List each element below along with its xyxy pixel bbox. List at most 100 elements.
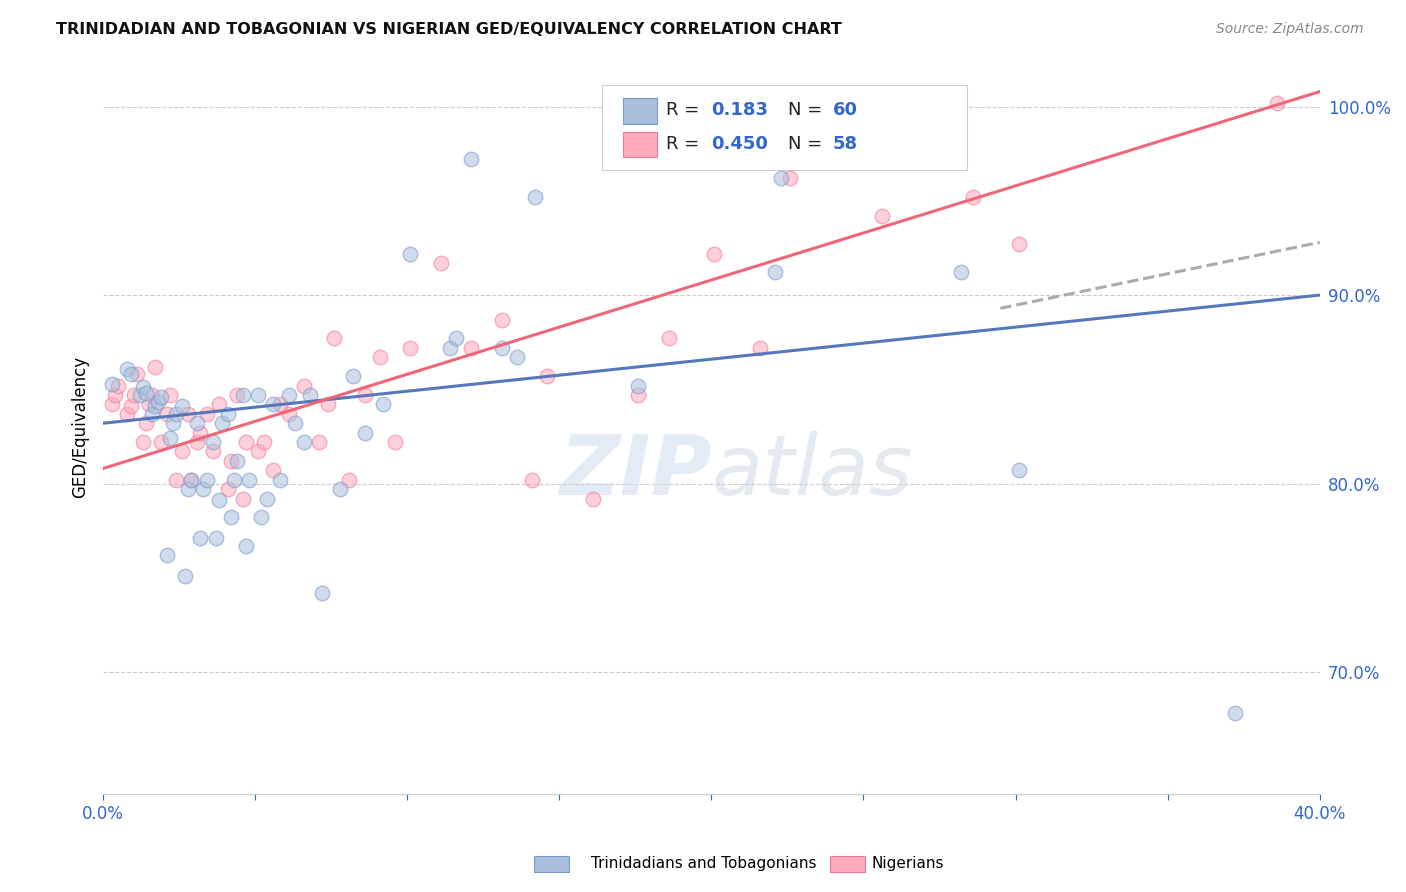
Point	[211, 416, 233, 430]
Point	[201, 444, 224, 458]
Point	[627, 388, 650, 402]
Point	[368, 351, 391, 365]
Text: TRINIDADIAN AND TOBAGONIAN VS NIGERIAN GED/EQUIVALENCY CORRELATION CHART: TRINIDADIAN AND TOBAGONIAN VS NIGERIAN G…	[56, 22, 842, 37]
Point	[253, 435, 276, 450]
Point	[949, 265, 972, 279]
Point	[117, 361, 139, 376]
Point	[269, 397, 291, 411]
Point	[247, 388, 270, 402]
Text: 0.183: 0.183	[711, 102, 769, 120]
Point	[582, 491, 605, 506]
Point	[180, 473, 202, 487]
Point	[779, 171, 801, 186]
Point	[104, 388, 127, 402]
FancyBboxPatch shape	[623, 132, 657, 157]
Point	[658, 331, 681, 345]
Point	[143, 359, 166, 374]
Point	[143, 399, 166, 413]
Point	[131, 435, 153, 450]
Point	[165, 473, 187, 487]
Point	[1007, 463, 1029, 477]
Text: atlas: atlas	[711, 431, 912, 512]
Point	[219, 510, 242, 524]
Point	[195, 473, 218, 487]
Point	[460, 153, 482, 167]
Point	[172, 399, 194, 413]
Point	[353, 388, 375, 402]
Point	[180, 473, 202, 487]
Point	[749, 341, 772, 355]
Point	[201, 435, 224, 450]
Point	[186, 435, 208, 450]
Text: N =: N =	[787, 135, 823, 153]
Point	[770, 171, 793, 186]
Point	[226, 454, 249, 468]
Point	[219, 454, 242, 468]
Point	[120, 368, 142, 382]
Point	[250, 510, 273, 524]
Point	[131, 380, 153, 394]
Point	[190, 531, 212, 545]
Point	[316, 397, 339, 411]
Y-axis label: GED/Equivalency: GED/Equivalency	[72, 356, 89, 498]
Point	[298, 388, 321, 402]
Point	[1007, 237, 1029, 252]
Text: 0.450: 0.450	[711, 135, 768, 153]
Point	[174, 569, 197, 583]
Point	[159, 431, 181, 445]
Text: 58: 58	[832, 135, 858, 153]
Point	[491, 341, 513, 355]
Point	[156, 548, 179, 562]
Point	[149, 435, 172, 450]
Point	[177, 482, 200, 496]
Text: Trinidadians and Tobagonians: Trinidadians and Tobagonians	[591, 856, 815, 871]
Point	[277, 407, 299, 421]
Point	[962, 190, 984, 204]
Point	[371, 397, 394, 411]
Point	[339, 473, 361, 487]
Point	[429, 256, 451, 270]
Point	[269, 473, 291, 487]
Point	[235, 539, 257, 553]
Point	[208, 493, 231, 508]
Point	[342, 369, 364, 384]
Point	[122, 388, 145, 402]
Point	[232, 388, 254, 402]
Point	[222, 473, 245, 487]
Text: R =: R =	[666, 135, 700, 153]
Point	[506, 351, 529, 365]
Point	[1265, 95, 1288, 110]
Point	[627, 378, 650, 392]
Point	[353, 425, 375, 440]
Point	[141, 407, 163, 421]
Point	[262, 463, 284, 477]
Point	[870, 209, 893, 223]
Point	[226, 388, 249, 402]
Point	[217, 407, 239, 421]
Point	[277, 388, 299, 402]
Point	[195, 407, 218, 421]
Point	[308, 435, 330, 450]
Point	[141, 388, 163, 402]
Text: 60: 60	[832, 102, 858, 120]
Point	[235, 435, 257, 450]
Point	[125, 368, 148, 382]
Point	[135, 416, 157, 430]
Point	[159, 388, 181, 402]
Point	[247, 444, 270, 458]
Point	[162, 416, 184, 430]
Point	[311, 586, 333, 600]
Point	[156, 407, 179, 421]
Point	[238, 473, 260, 487]
Point	[204, 531, 226, 545]
Point	[256, 491, 278, 506]
Text: N =: N =	[787, 102, 823, 120]
Point	[208, 397, 231, 411]
Point	[138, 397, 160, 411]
Point	[149, 390, 172, 404]
Point	[384, 435, 406, 450]
Text: Source: ZipAtlas.com: Source: ZipAtlas.com	[1216, 22, 1364, 37]
Point	[399, 341, 422, 355]
Point	[165, 407, 187, 421]
Point	[284, 416, 307, 430]
